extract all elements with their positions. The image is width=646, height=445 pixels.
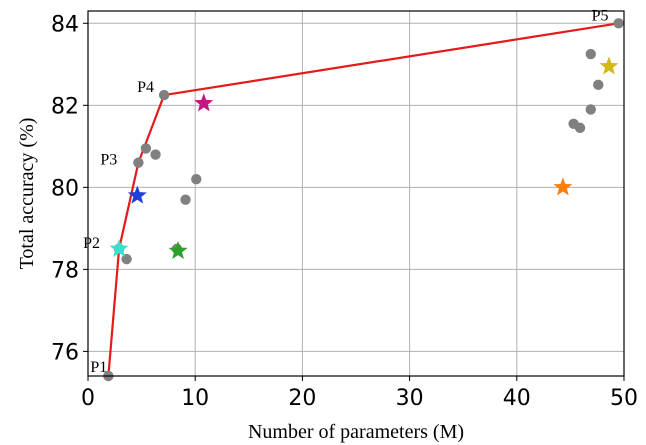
point-labels: P1 P2 P3 P4 P5 — [83, 7, 608, 376]
y-ticks: 76 78 80 82 84 — [51, 12, 88, 365]
gray-data-point — [121, 253, 132, 265]
star-data-point — [599, 56, 619, 75]
star-data-point — [127, 185, 147, 204]
frontier-point-label: P3 — [100, 152, 117, 169]
frontier-point-label: P4 — [137, 79, 154, 96]
gray-data-point — [585, 104, 596, 115]
star-data-point — [194, 93, 214, 112]
y-axis-title: Total accuracy (%) — [16, 118, 38, 270]
x-tick-label: 10 — [181, 386, 209, 411]
y-tick-label: 76 — [51, 340, 79, 365]
gray-data-point — [191, 173, 202, 185]
x-tick-label: 0 — [81, 386, 95, 411]
star-points — [109, 56, 619, 260]
gray-data-point — [140, 143, 152, 154]
gray-data-point — [585, 48, 596, 60]
x-tick-label: 40 — [503, 386, 531, 411]
x-tick-label: 20 — [288, 386, 316, 411]
x-axis-title: Number of parameters (M) — [248, 421, 464, 443]
plot-frame — [87, 10, 625, 377]
y-tick-label: 84 — [51, 12, 79, 37]
gray-data-point — [613, 18, 624, 29]
y-tick-label: 80 — [51, 176, 79, 201]
y-tick-label: 78 — [51, 258, 79, 283]
frontier-point-label: P2 — [83, 235, 100, 252]
star-data-point — [168, 240, 188, 260]
gray-data-point — [593, 79, 604, 91]
gray-data-point — [180, 194, 191, 205]
y-tick-label: 82 — [51, 94, 79, 119]
star-data-point — [553, 177, 573, 196]
frontier-point-label: P5 — [592, 7, 609, 24]
gray-data-point — [150, 149, 161, 160]
x-tick-label: 30 — [396, 386, 424, 411]
gray-data-point — [158, 89, 170, 101]
x-tick-label: 50 — [610, 386, 638, 411]
gray-data-point — [133, 157, 144, 168]
star-data-point — [109, 238, 129, 257]
x-ticks: 0 10 20 30 40 50 — [81, 376, 638, 411]
gray-data-point — [574, 122, 586, 134]
frontier-point-label: P1 — [90, 359, 107, 376]
